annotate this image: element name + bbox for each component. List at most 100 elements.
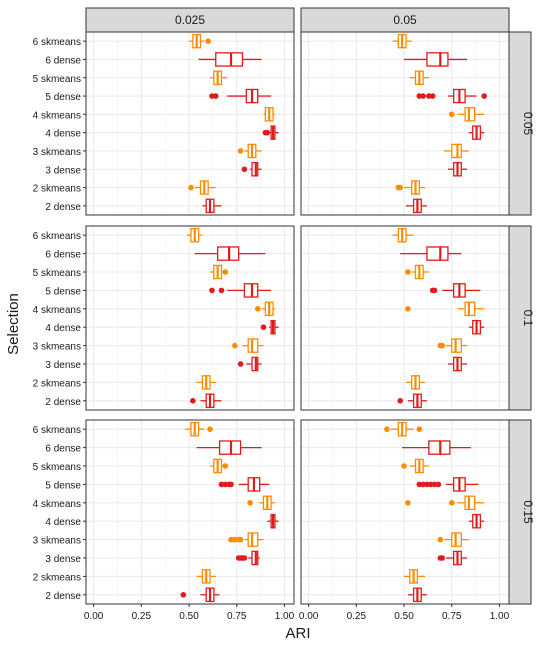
facet-panel (85, 225, 295, 411)
panel-background (301, 226, 509, 410)
box-2-skmeans (405, 375, 426, 390)
box-4-skmeans (448, 107, 485, 122)
panel-border (85, 419, 295, 605)
y-tick-label: 6 dense (45, 55, 81, 66)
panel-background (301, 32, 509, 215)
box-2-skmeans (188, 180, 216, 195)
box-4-dense (468, 319, 485, 335)
box-3-dense (447, 356, 468, 372)
outlier-point (205, 38, 211, 44)
box-4-dense (260, 319, 279, 335)
outlier-point (384, 426, 390, 433)
y-tick-label: 4 dense (45, 323, 81, 334)
outlier-point (435, 481, 442, 488)
outlier-point (264, 129, 271, 136)
y-tick-label: 5 dense (45, 286, 81, 297)
outlier-point (448, 500, 455, 506)
box-6-dense (400, 246, 462, 261)
facet-panel (300, 31, 510, 216)
outlier-point (237, 361, 244, 367)
outlier-point (439, 342, 446, 349)
y-tick-label: 6 skmeans (33, 425, 81, 436)
box-5-dense (416, 477, 479, 492)
x-tick-label: 0.75 (442, 611, 462, 622)
outlier-point (180, 592, 187, 598)
box-2-dense (202, 198, 222, 214)
outlier-point (228, 481, 234, 488)
outlier-point (429, 93, 436, 99)
box-3-skmeans (232, 338, 264, 353)
box-6-skmeans (392, 33, 412, 49)
outlier-point (431, 287, 438, 294)
box-5-dense (429, 283, 481, 298)
box-5-dense (218, 477, 270, 492)
outlier-point (416, 426, 423, 433)
panel-background (86, 420, 294, 604)
box-5-skmeans (405, 264, 429, 280)
facet-panels: 0.025 0.05 0.05 0.1 0.15 6 skmeans 6 dense 5 sk… (33, 7, 535, 622)
box-6-skmeans (187, 227, 203, 243)
outlier-point (190, 398, 196, 404)
x-tick-label: 0.25 (347, 611, 367, 622)
box-2-skmeans (395, 180, 426, 195)
box-iqr (426, 52, 449, 67)
outlier-point (405, 500, 411, 506)
outlier-point (222, 463, 229, 469)
x-tick-label: 1.00 (275, 611, 295, 622)
y-tick-label: 5 skmeans (33, 268, 81, 279)
outlier-point (448, 111, 455, 118)
y-tick-label: 3 skmeans (33, 147, 81, 158)
box-3-dense (447, 162, 468, 177)
x-tick-label: 1.00 (490, 611, 510, 622)
outlier-point (218, 287, 225, 294)
outlier-point (420, 93, 426, 99)
box-4-dense (262, 125, 279, 140)
box-4-skmeans (405, 301, 485, 317)
box-3-dense (237, 356, 262, 372)
box-iqr (426, 246, 449, 261)
box-5-skmeans (210, 458, 229, 474)
row-strip-label: 0.15 (521, 500, 535, 524)
col-strip-label: 0.025 (175, 13, 205, 27)
y-tick-label: 5 skmeans (33, 462, 81, 473)
y-tick-label: 2 skmeans (33, 184, 81, 195)
box-6-dense (198, 52, 262, 67)
x-tick-label: 0.00 (299, 611, 319, 622)
box-2-dense (407, 587, 427, 603)
box-6-skmeans (392, 227, 414, 243)
box-5-skmeans (210, 264, 229, 280)
y-tick-label: 4 dense (45, 129, 81, 140)
col-strip (85, 7, 295, 33)
box-3-skmeans (228, 532, 264, 547)
x-tick-label: 0.00 (84, 611, 104, 622)
outlier-point (237, 536, 244, 543)
box-4-dense (468, 125, 485, 140)
y-tick-label: 2 skmeans (33, 572, 81, 583)
panel-background (86, 32, 294, 215)
box-3-skmeans (437, 338, 468, 353)
box-2-dense (405, 198, 427, 214)
x-tick-label: 0.25 (132, 611, 152, 622)
box-3-dense (235, 550, 260, 566)
y-tick-label: 4 dense (45, 517, 81, 528)
y-tick-label: 2 dense (45, 397, 81, 408)
panel-background (86, 226, 294, 410)
panel-border (300, 225, 510, 411)
y-tick-label: 6 dense (45, 444, 81, 455)
x-axis-title: ARI (285, 625, 310, 642)
box-3-dense (437, 550, 468, 566)
outlier-point (439, 555, 446, 561)
outlier-point (405, 269, 411, 275)
box-5-dense (416, 88, 487, 104)
box-5-skmeans (401, 458, 429, 474)
outlier-point (222, 269, 229, 275)
box-6-skmeans (189, 33, 211, 49)
box-6-skmeans (384, 421, 423, 437)
row-strip-label: 0.05 (521, 112, 535, 136)
box-5-skmeans (409, 70, 429, 85)
x-tick-label: 0.75 (227, 611, 247, 622)
panel-border (300, 419, 510, 605)
box-4-skmeans (254, 301, 275, 317)
facet-panel (300, 419, 510, 605)
